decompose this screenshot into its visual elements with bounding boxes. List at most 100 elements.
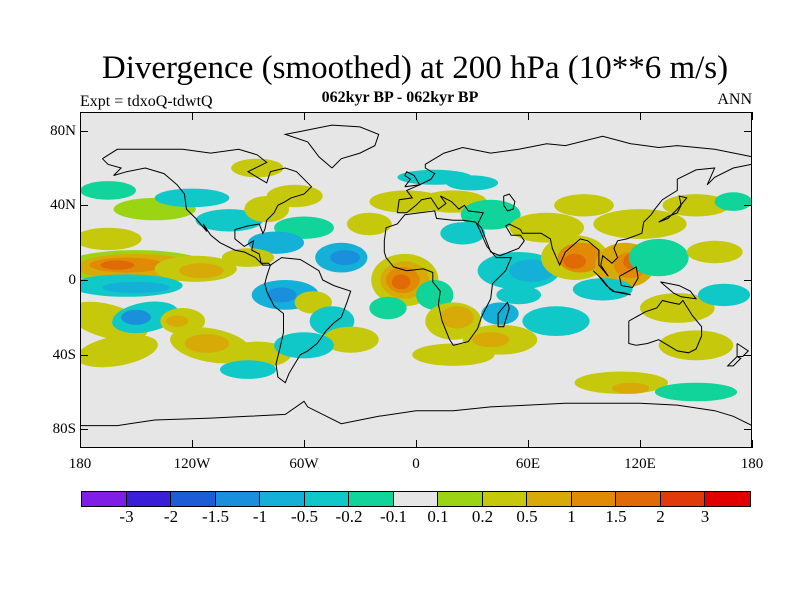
lon-tick-label: 60E [515, 456, 541, 472]
coastline [619, 266, 639, 289]
lon-tick-label: 120W [173, 456, 211, 472]
colorbar-label: 1 [567, 507, 576, 526]
colorbar-label: 0.2 [471, 507, 494, 526]
contour-blob [100, 260, 135, 270]
coastline [497, 301, 510, 328]
colorbar-swatch [393, 492, 438, 506]
colorbar-label: -2 [163, 507, 179, 526]
colorbar-label: 0.5 [516, 507, 538, 526]
lon-tick [752, 440, 753, 448]
lon-tick [304, 440, 305, 448]
colorbar-swatch [616, 492, 661, 506]
coastline [658, 195, 688, 223]
colorbar-swatch [438, 492, 483, 506]
contour-blob [412, 343, 495, 366]
contour-blob [248, 231, 304, 254]
lat-tick [744, 130, 752, 132]
lat-tick [80, 130, 88, 132]
contour-blob [445, 175, 499, 191]
contour-blob [509, 259, 555, 282]
colorbar-swatch [260, 492, 305, 506]
contour-blob [662, 194, 730, 217]
coastline [102, 148, 313, 266]
contour-blob [658, 330, 734, 361]
contour-blob [686, 240, 743, 264]
coastline [404, 171, 421, 188]
contour-blob [612, 382, 650, 394]
contour-blob [80, 227, 142, 251]
map-plot-area [80, 112, 752, 448]
colorbar-swatch [527, 492, 572, 506]
coastline [264, 257, 352, 384]
contour-blob [714, 192, 752, 211]
lon-tick [528, 112, 529, 120]
contour-blob [184, 334, 230, 353]
divergence-map [80, 112, 752, 448]
lon-tick-label: 0 [412, 456, 420, 472]
colorbar-label: 0.1 [427, 507, 449, 526]
coastline [80, 400, 752, 427]
contour-blob [522, 306, 590, 336]
contour-blob [416, 280, 454, 310]
contour-blob [472, 332, 510, 348]
coastline [283, 124, 380, 169]
contour-blob [346, 212, 392, 236]
colorbar-label: -0.5 [291, 507, 318, 526]
lat-tick-label: 0 [68, 272, 77, 288]
coastline [726, 356, 742, 367]
lat-tick-label: 40N [50, 197, 76, 214]
contour-blob [221, 248, 275, 267]
contour-blob [654, 382, 738, 402]
contour-blob [102, 281, 170, 294]
contour-blob [440, 222, 486, 245]
colorbar [81, 491, 751, 507]
contour-blob [266, 287, 297, 303]
contour-blob [572, 278, 633, 301]
contour-blob [121, 309, 151, 325]
lon-tick [192, 440, 193, 448]
experiment-label: Expt = tdxoQ-tdwtQ [80, 93, 213, 110]
lat-tick [744, 205, 752, 207]
coastlines [80, 124, 752, 427]
contour-blob [640, 293, 715, 323]
contour-blob [554, 194, 614, 217]
contour-blob [628, 238, 689, 277]
colorbar-swatch [482, 492, 527, 506]
lon-tick [416, 112, 417, 120]
colorbar-label: 3 [700, 507, 710, 526]
contour-blob [178, 263, 224, 279]
colorbar-swatch [171, 492, 216, 506]
colorbar-swatch [215, 492, 260, 506]
lon-tick-label: 180 [740, 456, 764, 472]
lat-tick [80, 280, 88, 281]
contour-blob [369, 296, 407, 320]
contour-blob [440, 306, 474, 329]
lat-tick-label: 40S [52, 346, 76, 363]
contour-blob [154, 188, 230, 208]
contour-blob [80, 334, 158, 368]
contour-blob [509, 212, 584, 243]
colorbar-label: -0.1 [380, 507, 407, 526]
lon-tick-label: 180 [68, 456, 92, 472]
colorbar-swatch [705, 492, 750, 506]
coastline [383, 210, 512, 346]
contour-blob [593, 209, 687, 239]
coastline [503, 193, 516, 212]
lon-tick [528, 440, 529, 448]
lat-tick [744, 354, 752, 356]
lon-tick [416, 440, 417, 448]
contour-blob [266, 184, 323, 208]
contour-blob [322, 326, 379, 353]
colorbar-swatch [304, 492, 349, 506]
contour-blob [274, 332, 334, 359]
coastline [397, 163, 752, 277]
colorbar-label: -3 [119, 507, 134, 526]
colorbar-label: 2 [656, 507, 665, 526]
lon-tick [192, 112, 193, 120]
coastline [396, 135, 752, 213]
colorbar-label: 1.5 [605, 507, 627, 526]
colorbar-swatch [571, 492, 616, 506]
lon-tick [304, 112, 305, 120]
lon-tick [80, 112, 81, 120]
figure-subtitle: 062kyr BP - 062kyr BP [321, 89, 479, 106]
